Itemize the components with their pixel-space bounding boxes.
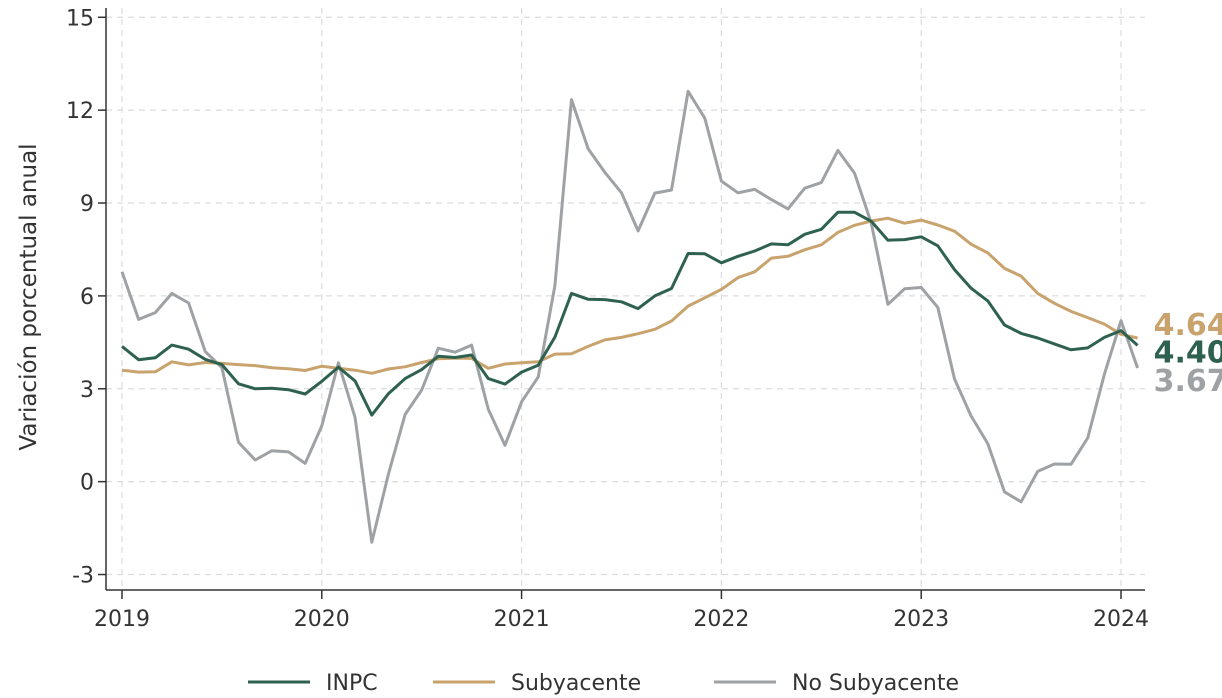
legend-label-no-subyacente: No Subyacente — [792, 671, 959, 696]
series-line-inpc — [121, 210, 1139, 417]
x-tick-label: 2024 — [1093, 607, 1149, 632]
series-line-no-subyacente — [120, 89, 1140, 544]
legend-label-subyacente: Subyacente — [511, 671, 641, 696]
y-tick-label: 0 — [80, 471, 94, 496]
legend: INPC Subyacente No Subyacente — [248, 671, 959, 696]
y-tick-label: 9 — [80, 192, 94, 217]
end-label-inpc: 4.40 — [1154, 335, 1222, 370]
x-tick-label: 2019 — [94, 607, 150, 632]
series-lines — [120, 89, 1140, 544]
legend-label-inpc: INPC — [326, 671, 378, 696]
end-label-no-subyacente: 3.67 — [1154, 364, 1222, 399]
x-tick-label: 2022 — [693, 607, 749, 632]
grid — [106, 8, 1145, 590]
end-label-subyacente: 4.64 — [1154, 308, 1222, 343]
y-axis-label: Variación porcentual anual — [16, 143, 42, 450]
x-tick-label: 2021 — [494, 607, 550, 632]
y-tick-label: 3 — [80, 378, 94, 403]
axes: -3 0 3 6 9 12 15 2019 2020 2021 2022 2023 2024 — [66, 6, 1149, 632]
y-tick-label: -3 — [72, 564, 94, 589]
x-tick-label: 2020 — [294, 607, 350, 632]
x-tick-label: 2023 — [893, 607, 949, 632]
end-labels: 4.404.64 3.67 — [1154, 308, 1222, 399]
y-tick-label: 12 — [66, 99, 94, 124]
series-line-subyacente — [121, 216, 1138, 375]
y-tick-label: 6 — [80, 285, 94, 310]
y-tick-label: 15 — [66, 6, 94, 31]
